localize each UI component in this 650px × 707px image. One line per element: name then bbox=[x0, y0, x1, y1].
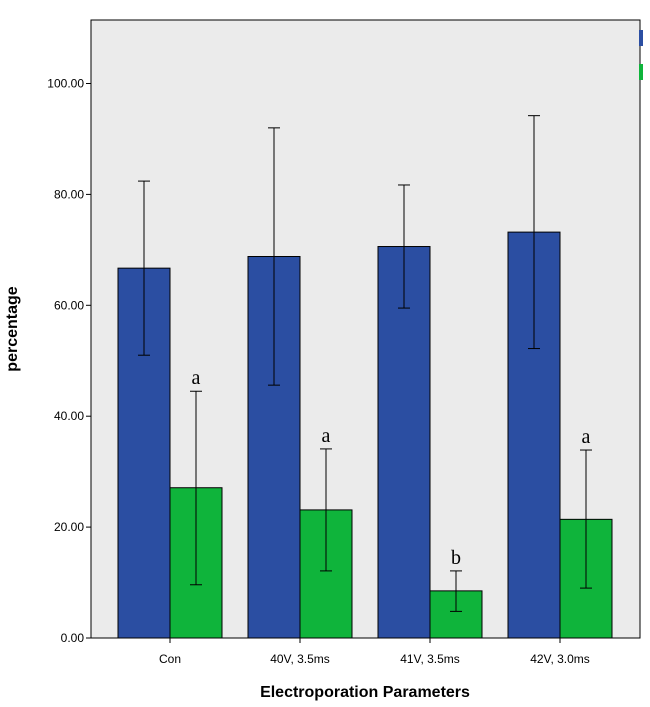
y-tick-label: 20.00 bbox=[54, 520, 84, 534]
significance-label: a bbox=[582, 426, 591, 448]
y-tick-label: 60.00 bbox=[54, 298, 84, 312]
x-tick-label: 41V, 3.5ms bbox=[400, 652, 460, 666]
error-bars-layer bbox=[138, 115, 592, 612]
y-tick-label: 0.00 bbox=[61, 631, 85, 645]
y-axis-title: percentage bbox=[4, 286, 21, 371]
legend-swatch-blue bbox=[639, 30, 643, 46]
x-tick-label: Con bbox=[159, 652, 181, 666]
x-tick-label: 40V, 3.5ms bbox=[270, 652, 330, 666]
y-tick-label: 80.00 bbox=[54, 187, 84, 201]
legend bbox=[639, 30, 643, 80]
bars-layer bbox=[117, 231, 613, 639]
x-tick-label: 42V, 3.0ms bbox=[530, 652, 590, 666]
x-axis-title: Electroporation Parameters bbox=[260, 684, 470, 701]
y-tick-label: 100.00 bbox=[47, 77, 84, 91]
significance-label: a bbox=[192, 367, 201, 389]
significance-labels-layer: a a b a bbox=[192, 367, 591, 569]
x-axis: Con 40V, 3.5ms 41V, 3.5ms 42V, 3.0ms bbox=[91, 637, 640, 666]
significance-label: b bbox=[451, 547, 461, 569]
legend-swatch-green bbox=[639, 64, 643, 80]
y-axis: 0.00 20.00 40.00 60.00 80.00 100.00 bbox=[47, 20, 92, 645]
y-tick-label: 40.00 bbox=[54, 409, 84, 423]
significance-label: a bbox=[322, 425, 331, 447]
